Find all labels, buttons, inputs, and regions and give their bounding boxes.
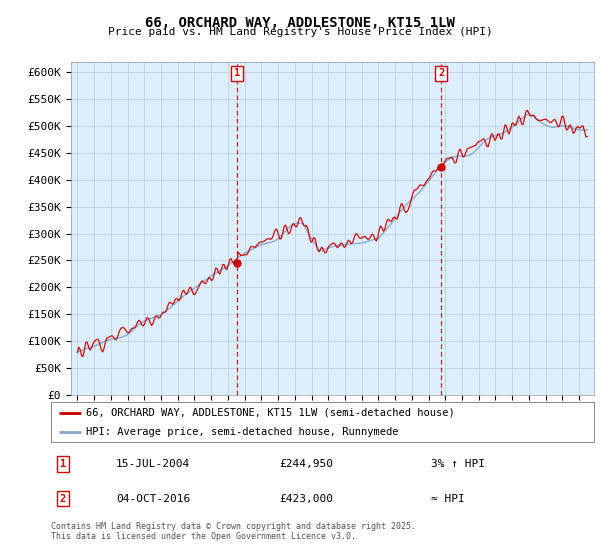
Text: £244,950: £244,950 [279, 459, 333, 469]
Text: Contains HM Land Registry data © Crown copyright and database right 2025.
This d: Contains HM Land Registry data © Crown c… [51, 522, 416, 542]
Text: 66, ORCHARD WAY, ADDLESTONE, KT15 1LW (semi-detached house): 66, ORCHARD WAY, ADDLESTONE, KT15 1LW (s… [86, 408, 455, 418]
Text: 2: 2 [60, 494, 66, 503]
Text: 66, ORCHARD WAY, ADDLESTONE, KT15 1LW: 66, ORCHARD WAY, ADDLESTONE, KT15 1LW [145, 16, 455, 30]
Text: 04-OCT-2016: 04-OCT-2016 [116, 494, 190, 503]
Text: 3% ↑ HPI: 3% ↑ HPI [431, 459, 485, 469]
Text: 1: 1 [234, 68, 240, 78]
Text: 15-JUL-2004: 15-JUL-2004 [116, 459, 190, 469]
Text: 1: 1 [60, 459, 66, 469]
Text: 2: 2 [438, 68, 444, 78]
Text: Price paid vs. HM Land Registry's House Price Index (HPI): Price paid vs. HM Land Registry's House … [107, 27, 493, 37]
Text: ≈ HPI: ≈ HPI [431, 494, 465, 503]
Text: £423,000: £423,000 [279, 494, 333, 503]
Text: HPI: Average price, semi-detached house, Runnymede: HPI: Average price, semi-detached house,… [86, 427, 399, 436]
